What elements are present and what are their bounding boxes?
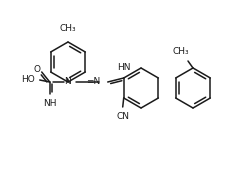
Text: CH₃: CH₃ — [173, 47, 189, 56]
Text: =N: =N — [86, 78, 101, 86]
Text: CH₃: CH₃ — [60, 24, 76, 33]
Text: NH: NH — [43, 99, 56, 108]
Text: N: N — [64, 76, 71, 85]
Text: O: O — [33, 65, 40, 74]
Text: CN: CN — [116, 112, 129, 121]
Text: HO: HO — [21, 74, 35, 84]
Text: HN: HN — [117, 63, 131, 71]
